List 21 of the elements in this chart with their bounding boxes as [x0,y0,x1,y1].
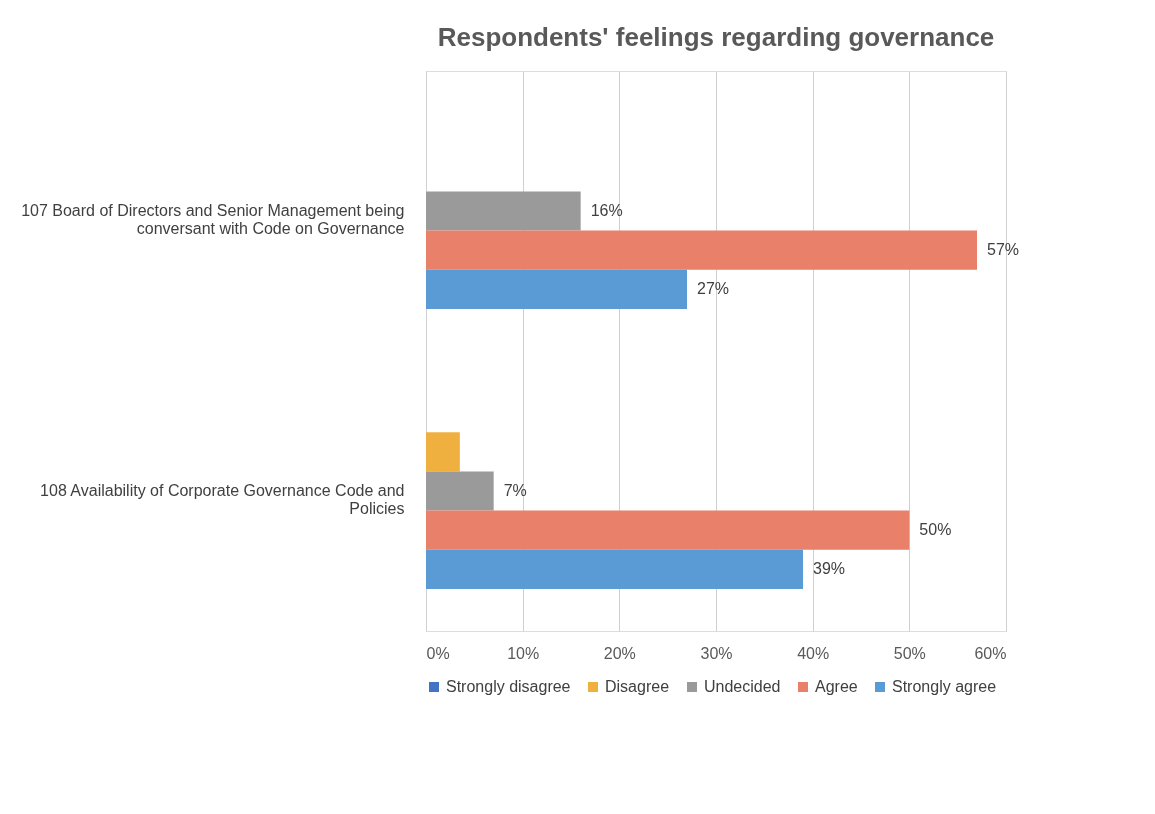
legend-label: Strongly agree [892,678,997,695]
x-tick-label: 20% [603,644,636,662]
x-tick-label: 0% [426,644,450,662]
data-label: 50% [919,521,952,539]
data-label: 57% [987,241,1020,259]
chart-title: Respondents' feelings regarding governance [437,22,995,52]
legend-label: Strongly disagree [446,678,571,695]
data-label: 27% [697,280,730,298]
x-tick-label: 40% [797,644,830,662]
y-tick-label: 107 Board of Directors and Senior Management being conversant with Code on Governance [21,202,405,237]
legend-label: Undecided [704,678,781,695]
x-tick-label: 50% [893,644,926,662]
x-tick-label: 10% [507,644,540,662]
y-tick-label: 108 Availability of Corporate Governance Code and Policies [40,482,405,517]
x-tick-label: 60% [974,644,1007,662]
data-label: 16% [590,202,623,219]
data-label: 7% [503,482,527,499]
data-label: 39% [813,560,846,578]
legend-label: Disagree [605,678,670,695]
legend-label: Agree [815,678,858,695]
x-tick-label: 30% [700,644,733,662]
